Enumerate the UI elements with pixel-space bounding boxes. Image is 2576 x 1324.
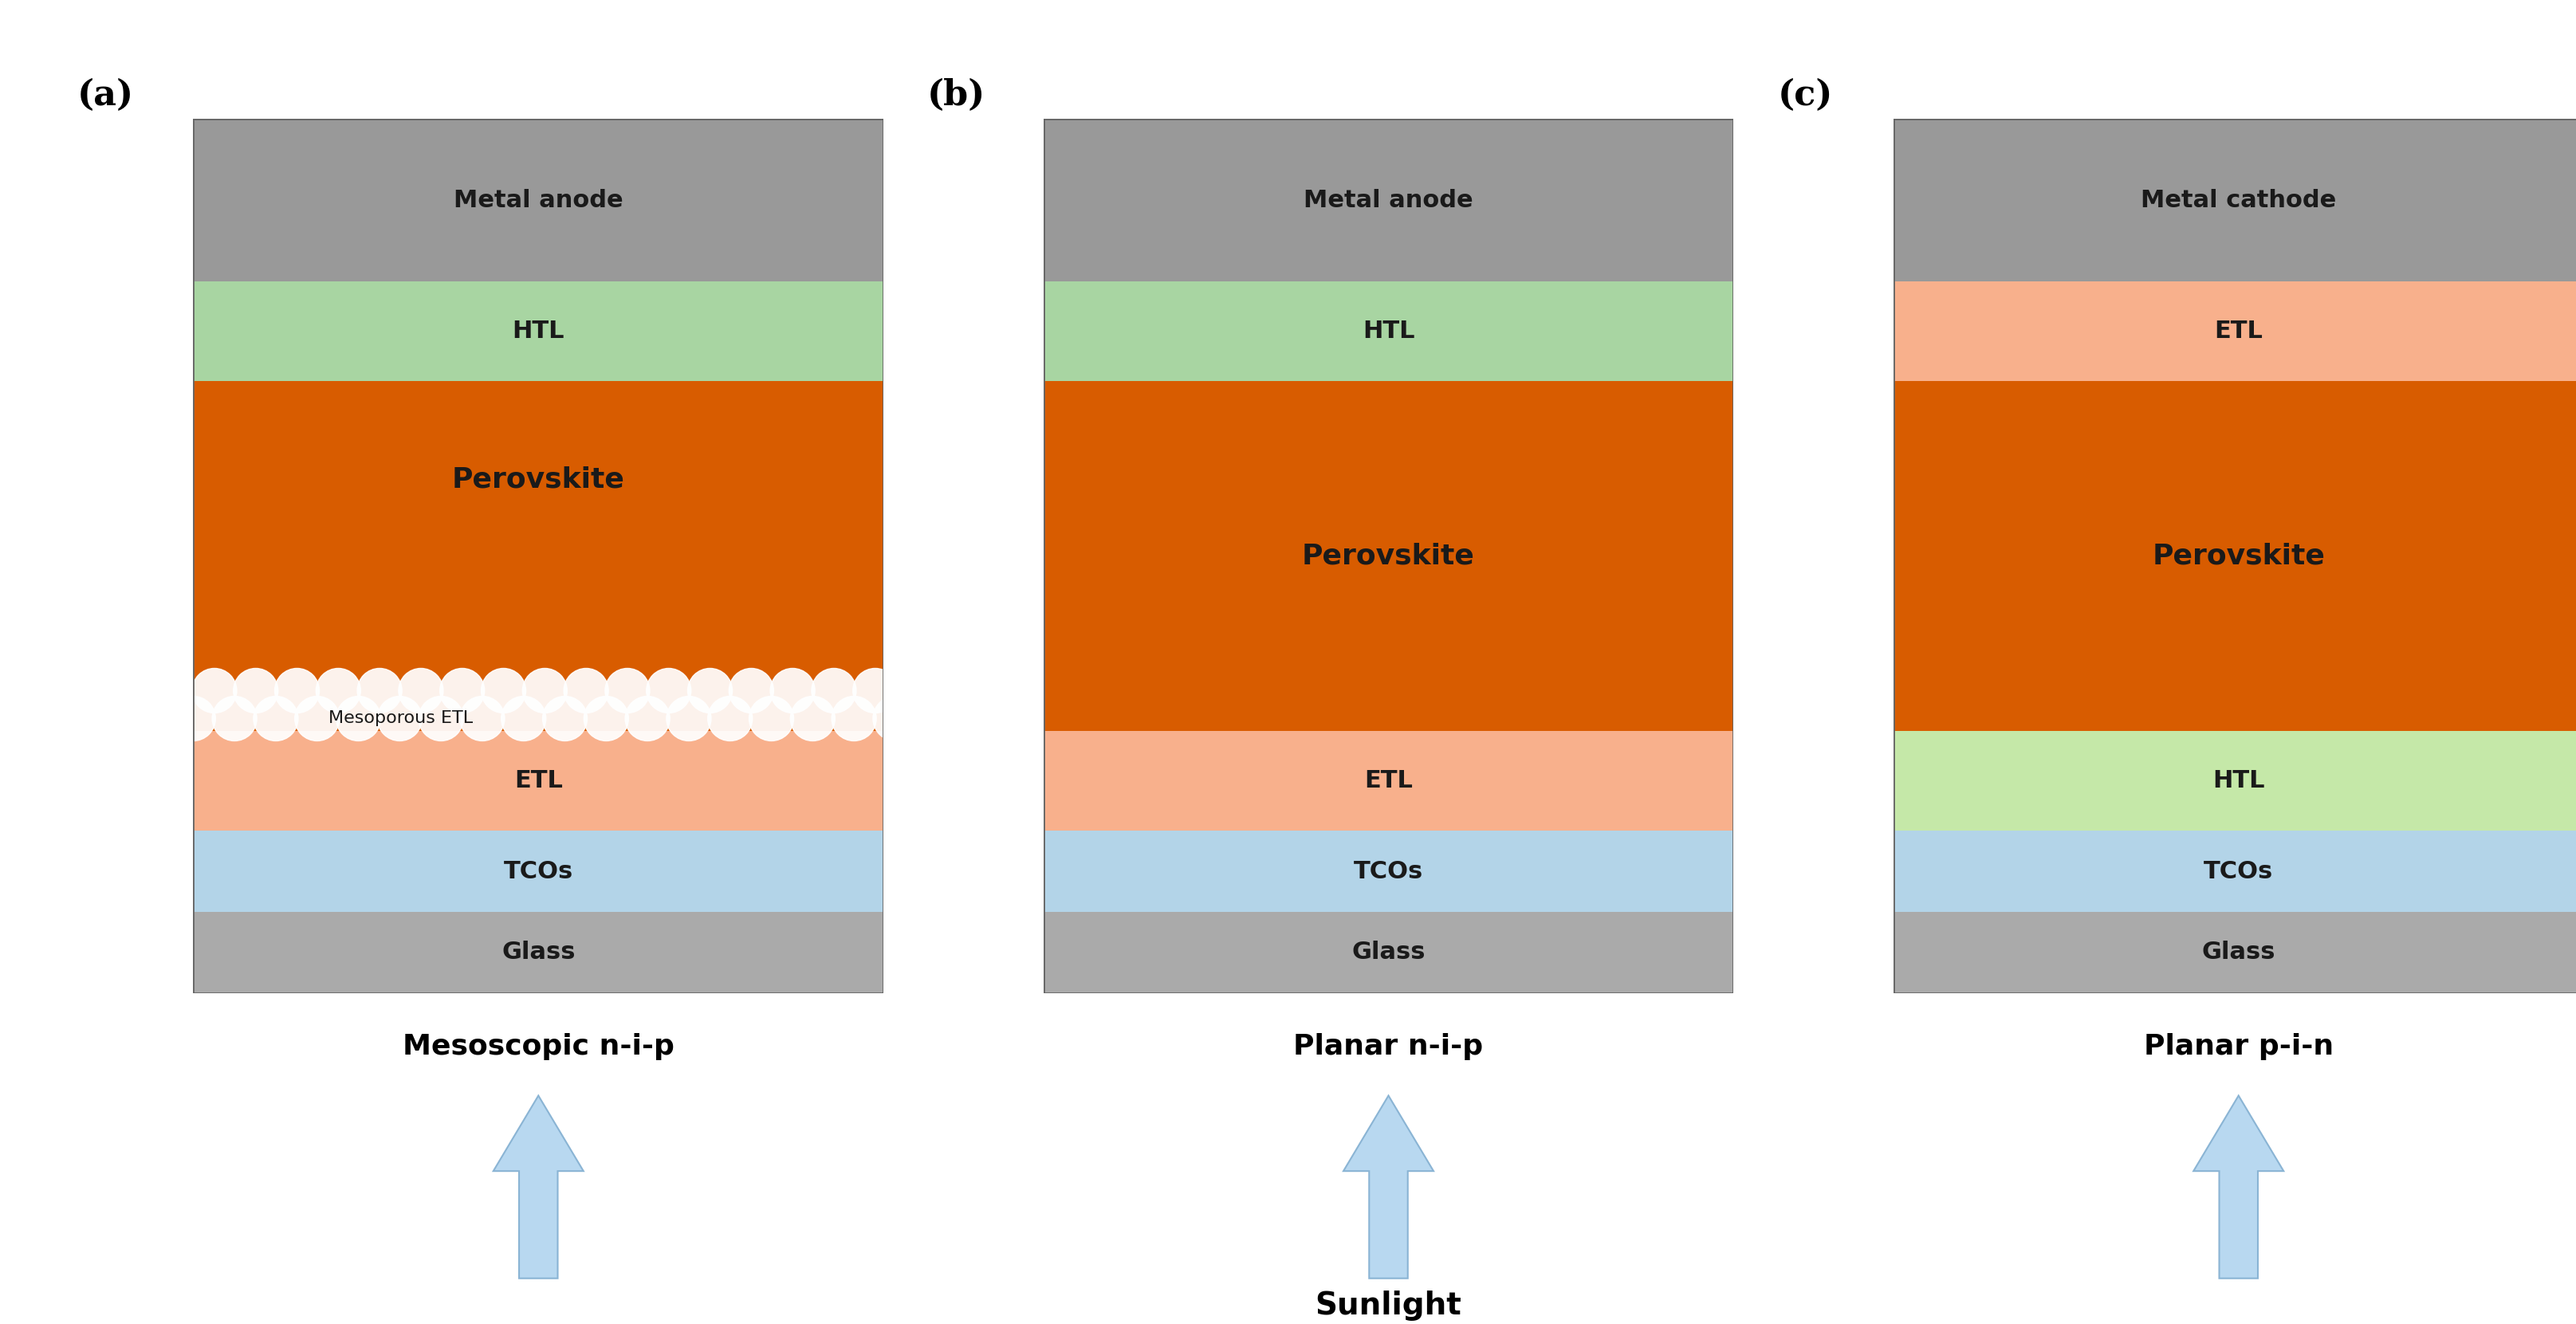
Ellipse shape — [399, 669, 443, 714]
Ellipse shape — [873, 696, 917, 741]
Bar — [1043, 282, 1734, 381]
Ellipse shape — [170, 696, 216, 741]
Bar — [193, 731, 884, 830]
Text: TCOs: TCOs — [502, 859, 574, 883]
Text: Glass: Glass — [1352, 941, 1425, 964]
Text: TCOs: TCOs — [1352, 859, 1425, 883]
Text: Sunlight: Sunlight — [1316, 1291, 1461, 1321]
Text: TCOs: TCOs — [2202, 859, 2275, 883]
Bar — [1043, 381, 1734, 731]
Ellipse shape — [626, 696, 670, 741]
Bar — [193, 912, 884, 993]
Ellipse shape — [317, 669, 361, 714]
Ellipse shape — [502, 696, 546, 741]
Text: ETL: ETL — [515, 769, 562, 792]
Ellipse shape — [358, 669, 402, 714]
Text: Planar n-i-p: Planar n-i-p — [1293, 1033, 1484, 1059]
Ellipse shape — [853, 669, 896, 714]
Ellipse shape — [647, 669, 690, 714]
Text: HTL: HTL — [1363, 320, 1414, 343]
Ellipse shape — [376, 696, 422, 741]
Text: HTL: HTL — [2213, 769, 2264, 792]
Ellipse shape — [276, 669, 319, 714]
Bar — [1893, 912, 2576, 993]
Bar — [1893, 119, 2576, 282]
Text: Glass: Glass — [502, 941, 574, 964]
Ellipse shape — [440, 669, 484, 714]
Text: HTL: HTL — [513, 320, 564, 343]
Text: Perovskite: Perovskite — [451, 466, 626, 493]
Text: Glass: Glass — [2202, 941, 2275, 964]
Ellipse shape — [523, 669, 567, 714]
Ellipse shape — [335, 696, 381, 741]
Text: Mesoporous ETL: Mesoporous ETL — [327, 711, 471, 727]
Ellipse shape — [420, 696, 464, 741]
Bar — [1043, 731, 1734, 830]
Ellipse shape — [770, 669, 814, 714]
Ellipse shape — [585, 696, 629, 741]
Ellipse shape — [750, 696, 793, 741]
Text: (b): (b) — [927, 78, 987, 113]
Ellipse shape — [211, 696, 258, 741]
Bar — [1043, 119, 1734, 282]
Ellipse shape — [193, 669, 237, 714]
Ellipse shape — [482, 669, 526, 714]
Ellipse shape — [708, 696, 752, 741]
Text: ETL: ETL — [1365, 769, 1412, 792]
Ellipse shape — [294, 696, 340, 741]
Ellipse shape — [461, 696, 505, 741]
Text: ETL: ETL — [2215, 320, 2262, 343]
Bar — [1893, 381, 2576, 731]
Ellipse shape — [667, 696, 711, 741]
Ellipse shape — [564, 669, 608, 714]
Text: Mesoscopic n-i-p: Mesoscopic n-i-p — [402, 1033, 675, 1059]
Text: Metal anode: Metal anode — [453, 189, 623, 212]
Bar — [193, 282, 884, 381]
Bar — [193, 830, 884, 912]
Bar — [1893, 731, 2576, 830]
Bar — [193, 381, 884, 731]
Text: Perovskite: Perovskite — [1301, 543, 1476, 569]
Ellipse shape — [791, 696, 835, 741]
Text: Metal anode: Metal anode — [1303, 189, 1473, 212]
Bar — [1043, 912, 1734, 993]
Text: Metal cathode: Metal cathode — [2141, 189, 2336, 212]
FancyArrow shape — [1345, 1096, 1432, 1279]
FancyArrow shape — [2195, 1096, 2285, 1279]
Ellipse shape — [544, 696, 587, 741]
FancyArrow shape — [495, 1096, 585, 1279]
Text: (c): (c) — [1777, 78, 1832, 113]
Text: (a): (a) — [77, 78, 134, 113]
Bar — [1043, 830, 1734, 912]
Text: Planar p-i-n: Planar p-i-n — [2143, 1033, 2334, 1059]
Bar — [193, 119, 884, 282]
Text: Perovskite: Perovskite — [2151, 543, 2326, 569]
Ellipse shape — [605, 669, 649, 714]
Ellipse shape — [811, 669, 855, 714]
Ellipse shape — [688, 669, 732, 714]
Bar — [1893, 830, 2576, 912]
Bar — [1893, 282, 2576, 381]
Ellipse shape — [252, 696, 299, 741]
Ellipse shape — [234, 669, 278, 714]
Ellipse shape — [832, 696, 876, 741]
Ellipse shape — [729, 669, 773, 714]
